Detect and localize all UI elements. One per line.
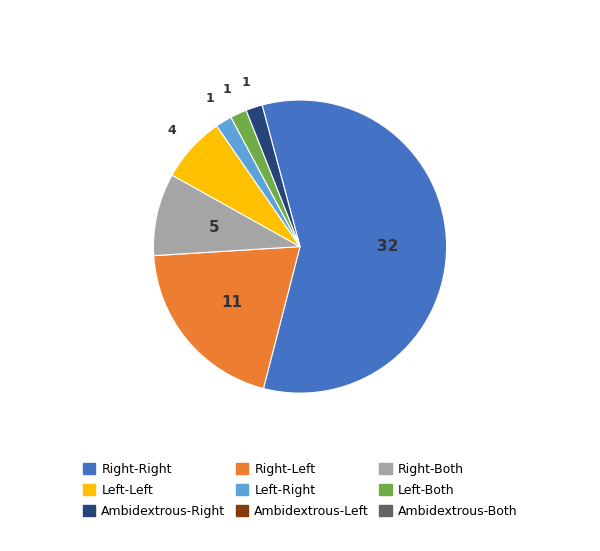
Wedge shape [154, 247, 300, 388]
Wedge shape [154, 175, 300, 256]
Text: 1: 1 [206, 93, 214, 105]
Text: 4: 4 [167, 124, 176, 137]
Text: 1: 1 [241, 76, 250, 89]
Text: Dominant hand vs hand used to masturbate in males: Dominant hand vs hand used to masturbate… [40, 23, 560, 41]
Text: 1: 1 [223, 83, 232, 96]
Wedge shape [262, 105, 300, 247]
Wedge shape [246, 105, 300, 247]
Text: 5: 5 [209, 219, 220, 235]
Wedge shape [231, 110, 300, 247]
Legend: Right-Right, Left-Left, Ambidextrous-Right, Right-Left, Left-Right, Ambidextrous: Right-Right, Left-Left, Ambidextrous-Rig… [83, 463, 517, 518]
Wedge shape [262, 105, 300, 247]
Wedge shape [217, 117, 300, 247]
Wedge shape [262, 100, 446, 393]
Wedge shape [172, 126, 300, 247]
Text: 11: 11 [221, 295, 242, 310]
Text: 32: 32 [377, 239, 398, 253]
